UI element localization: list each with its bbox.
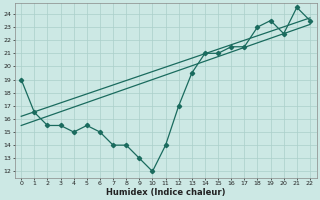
X-axis label: Humidex (Indice chaleur): Humidex (Indice chaleur) <box>106 188 225 197</box>
